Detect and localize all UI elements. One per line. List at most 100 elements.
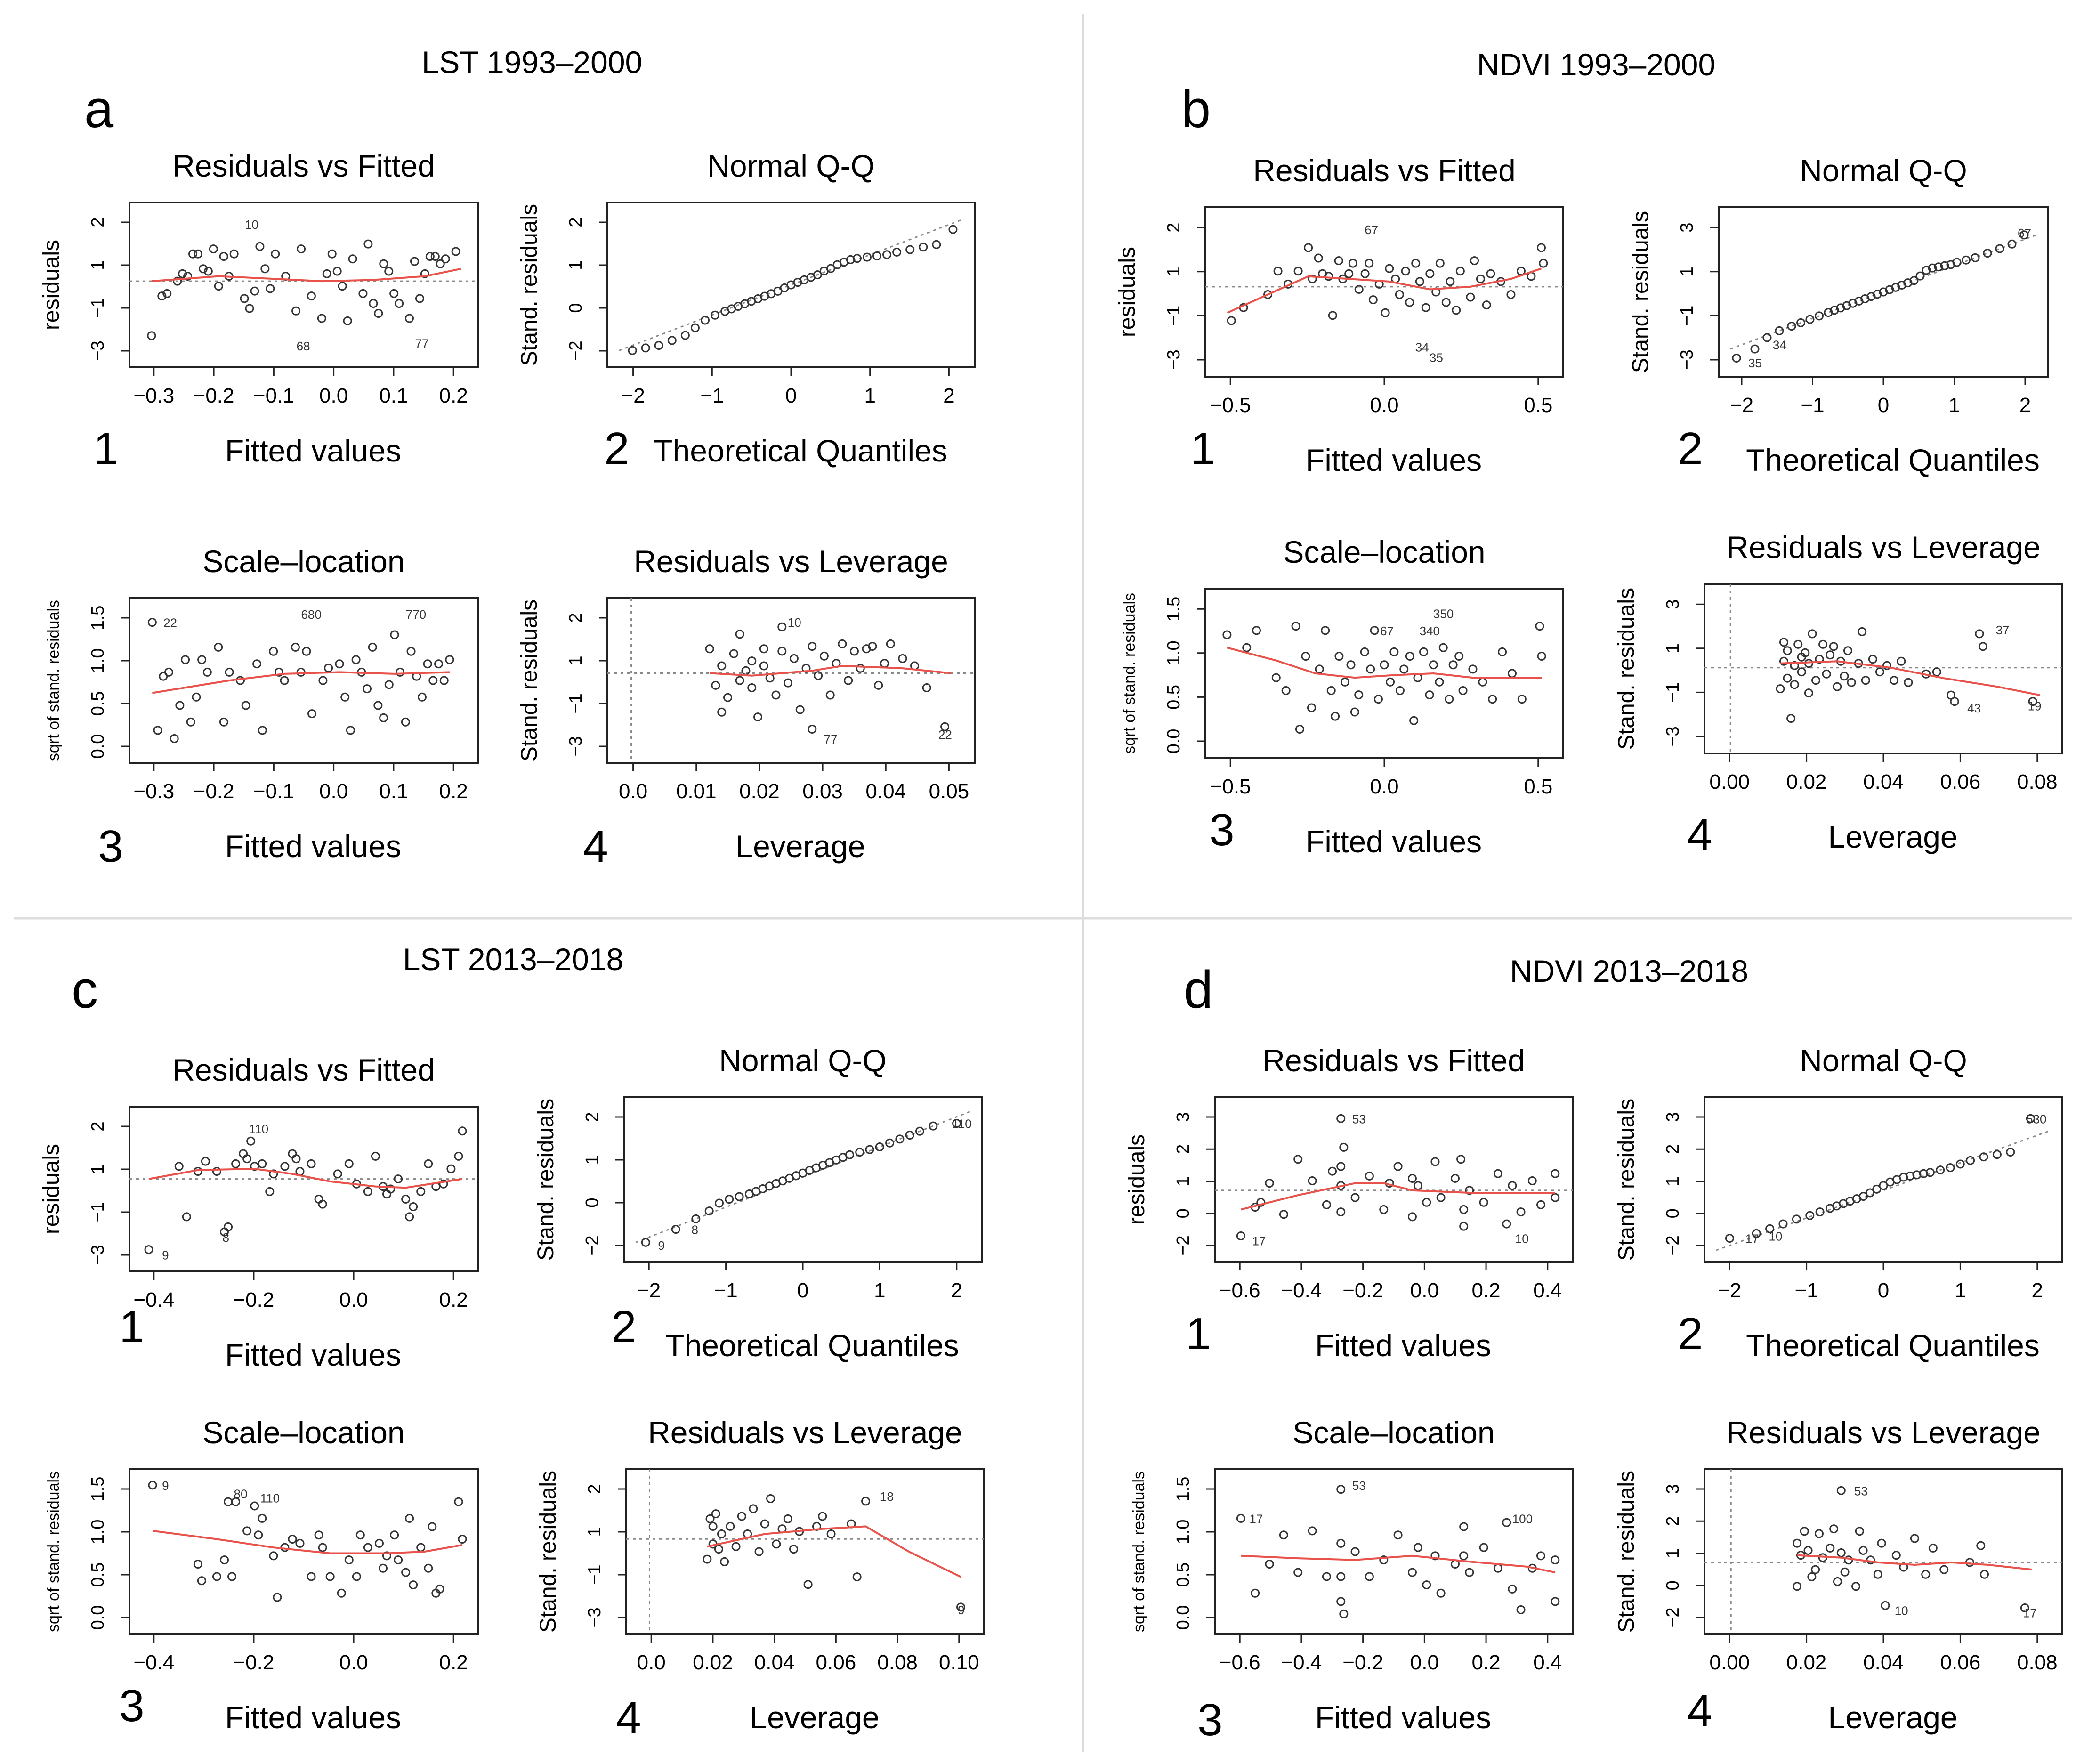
data-point: [1441, 298, 1451, 307]
data-point: [1273, 267, 1283, 276]
data-point: [327, 249, 337, 259]
data-point: [1875, 667, 1884, 677]
data-point: [291, 1154, 301, 1164]
data-point: [1389, 647, 1399, 656]
data-point: [220, 1555, 229, 1565]
data-point: [1421, 303, 1430, 312]
point-label: 350: [1433, 607, 1454, 621]
data-point: [1539, 259, 1548, 268]
x-tick-label: 0: [785, 384, 797, 407]
data-point: [183, 272, 193, 281]
data-point: [1946, 1163, 1955, 1173]
data-point: [1450, 1559, 1460, 1569]
data-point: [1811, 1565, 1820, 1574]
point-label: 110: [260, 1491, 280, 1505]
data-point: [368, 642, 377, 652]
y-tick-label: 1: [88, 260, 108, 270]
x-tick-label: −0.5: [1210, 394, 1251, 417]
data-point: [872, 251, 881, 260]
data-point: [1436, 1193, 1446, 1202]
data-point: [886, 639, 895, 648]
data-point: [671, 1225, 680, 1234]
x-tick-label: 0.2: [1471, 1279, 1500, 1302]
data-point: [1995, 244, 2004, 253]
data-point: [394, 1174, 403, 1184]
y-tick-label: −3: [88, 340, 108, 361]
plot-number: 2: [604, 423, 629, 474]
data-point: [919, 243, 928, 252]
y-tick-label: 1: [88, 1164, 108, 1174]
point-label: 9: [162, 1248, 169, 1262]
data-point: [198, 264, 208, 274]
data-point: [1445, 695, 1454, 704]
data-point: [1506, 290, 1516, 299]
data-point: [297, 244, 306, 254]
data-point: [932, 240, 941, 249]
y-tick-label: 1: [1164, 267, 1184, 276]
plot-number: 2: [1678, 1309, 1703, 1359]
data-point: [1346, 660, 1356, 670]
data-point: [1815, 1207, 1825, 1217]
y-tick-label: 2: [1164, 223, 1184, 233]
quadrant-title: LST 2013–2018: [403, 942, 624, 977]
data-point: [1348, 259, 1357, 268]
data-point: [1425, 690, 1434, 700]
y-tick-label: 3: [1663, 1484, 1683, 1494]
data-point: [458, 1535, 467, 1544]
data-point: [915, 1126, 924, 1136]
data-point: [1516, 1207, 1526, 1217]
point-label: 22: [938, 728, 952, 742]
x-tick-label: −0.2: [1342, 1651, 1383, 1674]
quadrant-c: LST 2013–2018 c Residuals vs Fitted 1 Fitted…: [39, 942, 985, 1743]
data-point: [1350, 707, 1359, 717]
data-point: [436, 259, 445, 268]
x-tick-label: 0: [1878, 394, 1889, 417]
data-point: [1465, 1186, 1474, 1195]
data-point: [885, 1138, 895, 1148]
data-point: [1368, 295, 1378, 305]
data-point: [819, 651, 829, 661]
data-point: [1932, 667, 1941, 677]
data-point: [1336, 1572, 1346, 1581]
y-tick-label: −3: [566, 736, 586, 756]
x-tick-label: 0.04: [754, 1651, 795, 1674]
data-point: [417, 692, 427, 702]
data-point: [382, 1551, 392, 1561]
data-point: [1379, 1205, 1389, 1214]
data-point: [1479, 1543, 1488, 1552]
data-point: [952, 1119, 961, 1128]
data-point: [1866, 1188, 1875, 1198]
plot-number: 1: [93, 423, 118, 474]
data-point: [396, 667, 405, 677]
data-point: [1435, 259, 1445, 268]
data-point: [241, 701, 250, 710]
data-point: [1435, 677, 1444, 687]
data-point: [1829, 1524, 1839, 1534]
data-point: [1881, 1601, 1890, 1610]
point-label: 110: [249, 1122, 268, 1136]
y-axis-label: sqrt of stand. residuals: [45, 600, 63, 761]
data-point: [1468, 664, 1478, 674]
y-tick-label: 0: [1663, 1208, 1683, 1218]
plot-frame: [1214, 1096, 1574, 1263]
point-label: 10: [245, 218, 258, 232]
data-point: [1455, 267, 1465, 276]
data-point: [1251, 1588, 1260, 1598]
panel-letter: a: [84, 80, 114, 138]
y-tick-label: 2: [88, 1121, 108, 1131]
quadrant-title: NDVI 2013–2018: [1510, 954, 1748, 988]
data-point: [1466, 292, 1475, 302]
data-point: [406, 647, 416, 656]
data-point: [1438, 643, 1448, 652]
y-tick-label: 1.5: [1173, 1477, 1193, 1502]
data-point: [766, 1494, 775, 1503]
data-point: [318, 1543, 327, 1552]
data-point: [1890, 676, 1899, 685]
data-point: [1304, 243, 1313, 252]
plot-title: Scale–location: [1283, 534, 1485, 569]
data-point: [258, 726, 267, 735]
data-point: [2028, 697, 2037, 706]
data-point: [307, 1572, 316, 1581]
x-tick-label: 0.4: [1533, 1651, 1562, 1674]
data-point: [250, 1501, 259, 1511]
